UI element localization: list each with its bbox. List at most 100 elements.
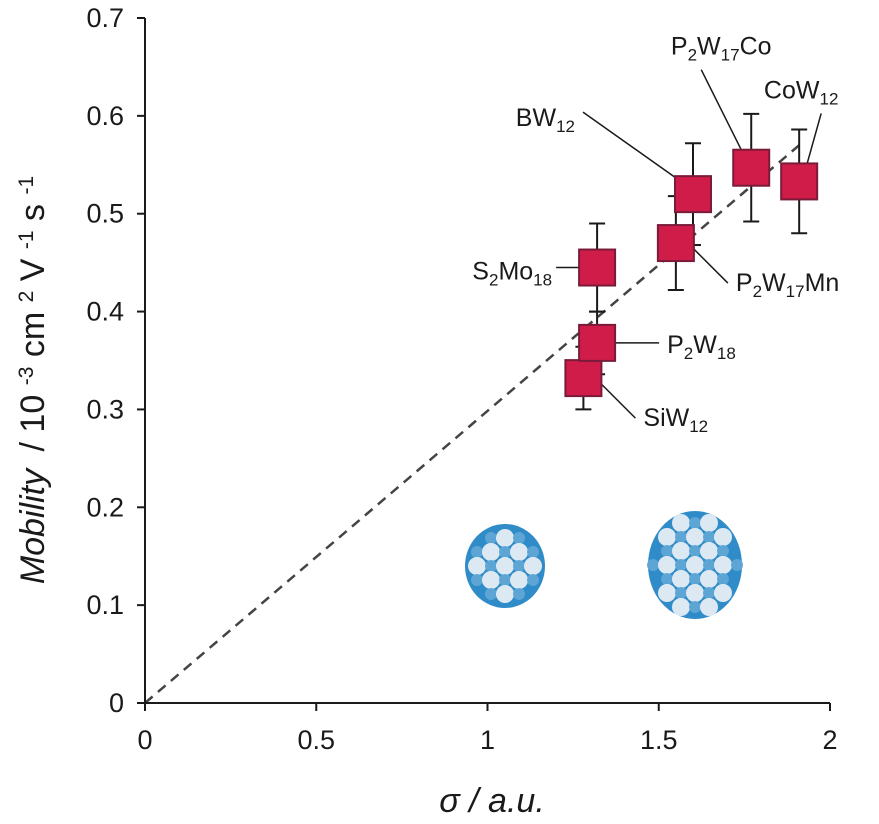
molecule-atom [510,543,528,561]
molecule-atom [689,573,701,585]
y-axis-title-part: V [14,258,52,281]
x-tick-label: 0 [137,725,152,755]
molecule-atom [658,528,676,546]
molecule-atom [510,571,528,589]
y-axis-title-exp: 2 [15,291,38,303]
y-axis-title-italic: Mobility [14,467,52,584]
x-tick-label: 2 [822,725,837,755]
y-tick-labels: 0 0.1 0.2 0.3 0.4 0.5 0.6 0.7 [86,3,124,718]
label-leader-line [582,111,680,181]
molecule-atom [703,531,715,543]
molecule-atom [731,559,743,571]
point-label: S2Mo18 [472,258,552,290]
molecule-atom [513,532,525,544]
label-leader-line [806,113,822,164]
molecule-atom [714,584,732,602]
molecule-atom [527,546,539,558]
y-tick-label: 0.2 [86,492,124,522]
molecule-atom [499,546,511,558]
y-axis-title-part: / 10 [14,395,52,452]
molecule-atom [661,573,673,585]
molecule-atom [714,528,732,546]
molecule-atom [672,542,690,560]
y-tick-label: 0.5 [86,199,124,229]
molecule-atom [496,557,514,575]
molecule-large-icon [647,511,743,619]
molecule-atom [717,573,729,585]
y-tick-label: 0.6 [86,101,124,131]
point-label: P2W17Mn [736,269,839,301]
molecule-atom [703,559,715,571]
x-tick-label: 1.5 [640,725,678,755]
data-marker [674,175,712,214]
molecule-atom [714,556,732,574]
data-marker [780,162,819,201]
molecule-atom [700,570,718,588]
molecule-atom [672,570,690,588]
molecule-atom [513,588,525,600]
label-leader-line [600,383,636,419]
y-tick-label: 0.4 [86,297,124,327]
molecule-atom [672,514,690,532]
molecule-atom [686,556,704,574]
molecule-atom [658,584,676,602]
data-markers [564,148,819,398]
point-label: CoW12 [764,76,838,108]
molecule-atom [661,545,673,557]
molecule-illustrations [465,511,743,619]
molecule-atom [647,559,659,571]
molecule-atom [513,560,525,572]
molecule-atom [471,574,483,586]
molecule-atom [482,543,500,561]
data-marker [564,359,603,398]
molecule-atom [700,514,718,532]
y-axis-title-exp: -1 [15,230,38,249]
point-label: P2W18 [667,331,736,363]
y-axis-title-part: cm [14,312,52,357]
y-axis-title-part: s [14,204,52,221]
molecule-atom [485,588,497,600]
y-axis-title-exp: -1 [15,176,38,195]
point-label: SiW12 [643,404,708,436]
molecule-atom [703,587,715,599]
x-tick-label: 1 [480,725,495,755]
molecule-atom [485,560,497,572]
data-marker [656,224,695,263]
molecule-atom [717,545,729,557]
molecule-atom [689,545,701,557]
y-tick-label: 0.3 [86,394,124,424]
molecule-atom [675,587,687,599]
molecule-atom [700,542,718,560]
axes [137,17,831,711]
y-axis-title-exp: -3 [15,367,38,386]
molecule-atom [689,601,701,613]
molecule-atom [675,559,687,571]
data-marker [732,148,771,187]
molecule-atom [482,571,500,589]
label-leader-lines [556,69,822,419]
molecule-atom [468,557,486,575]
molecule-atom [524,557,542,575]
y-tick-label: 0.7 [86,3,124,33]
y-tick-label: 0.1 [86,590,124,620]
x-tick-labels: 0 0.5 1 1.5 2 [137,725,837,755]
y-tick-label: 0 [109,688,124,718]
molecule-atom [672,598,690,616]
x-axis-title: σ / a.u. [439,782,545,820]
x-tick-label: 0.5 [297,725,335,755]
data-marker [578,323,617,362]
molecule-small-icon [465,524,545,608]
point-label: BW12 [516,104,575,136]
molecule-atom [496,529,514,547]
data-marker [578,248,617,287]
y-axis-title: Mobility / 10 -3 cm 2 V -1 s -1 [14,176,52,584]
label-leader-line [693,248,729,284]
molecule-atom [675,531,687,543]
molecule-atom [689,517,701,529]
point-labels: SiW12 P2W18 S2Mo18 P2W17Mn BW12 P2W17Co CoW12 [472,33,839,436]
molecule-atom [485,532,497,544]
molecule-atom [499,574,511,586]
molecule-atom [686,584,704,602]
molecule-atom [471,546,483,558]
